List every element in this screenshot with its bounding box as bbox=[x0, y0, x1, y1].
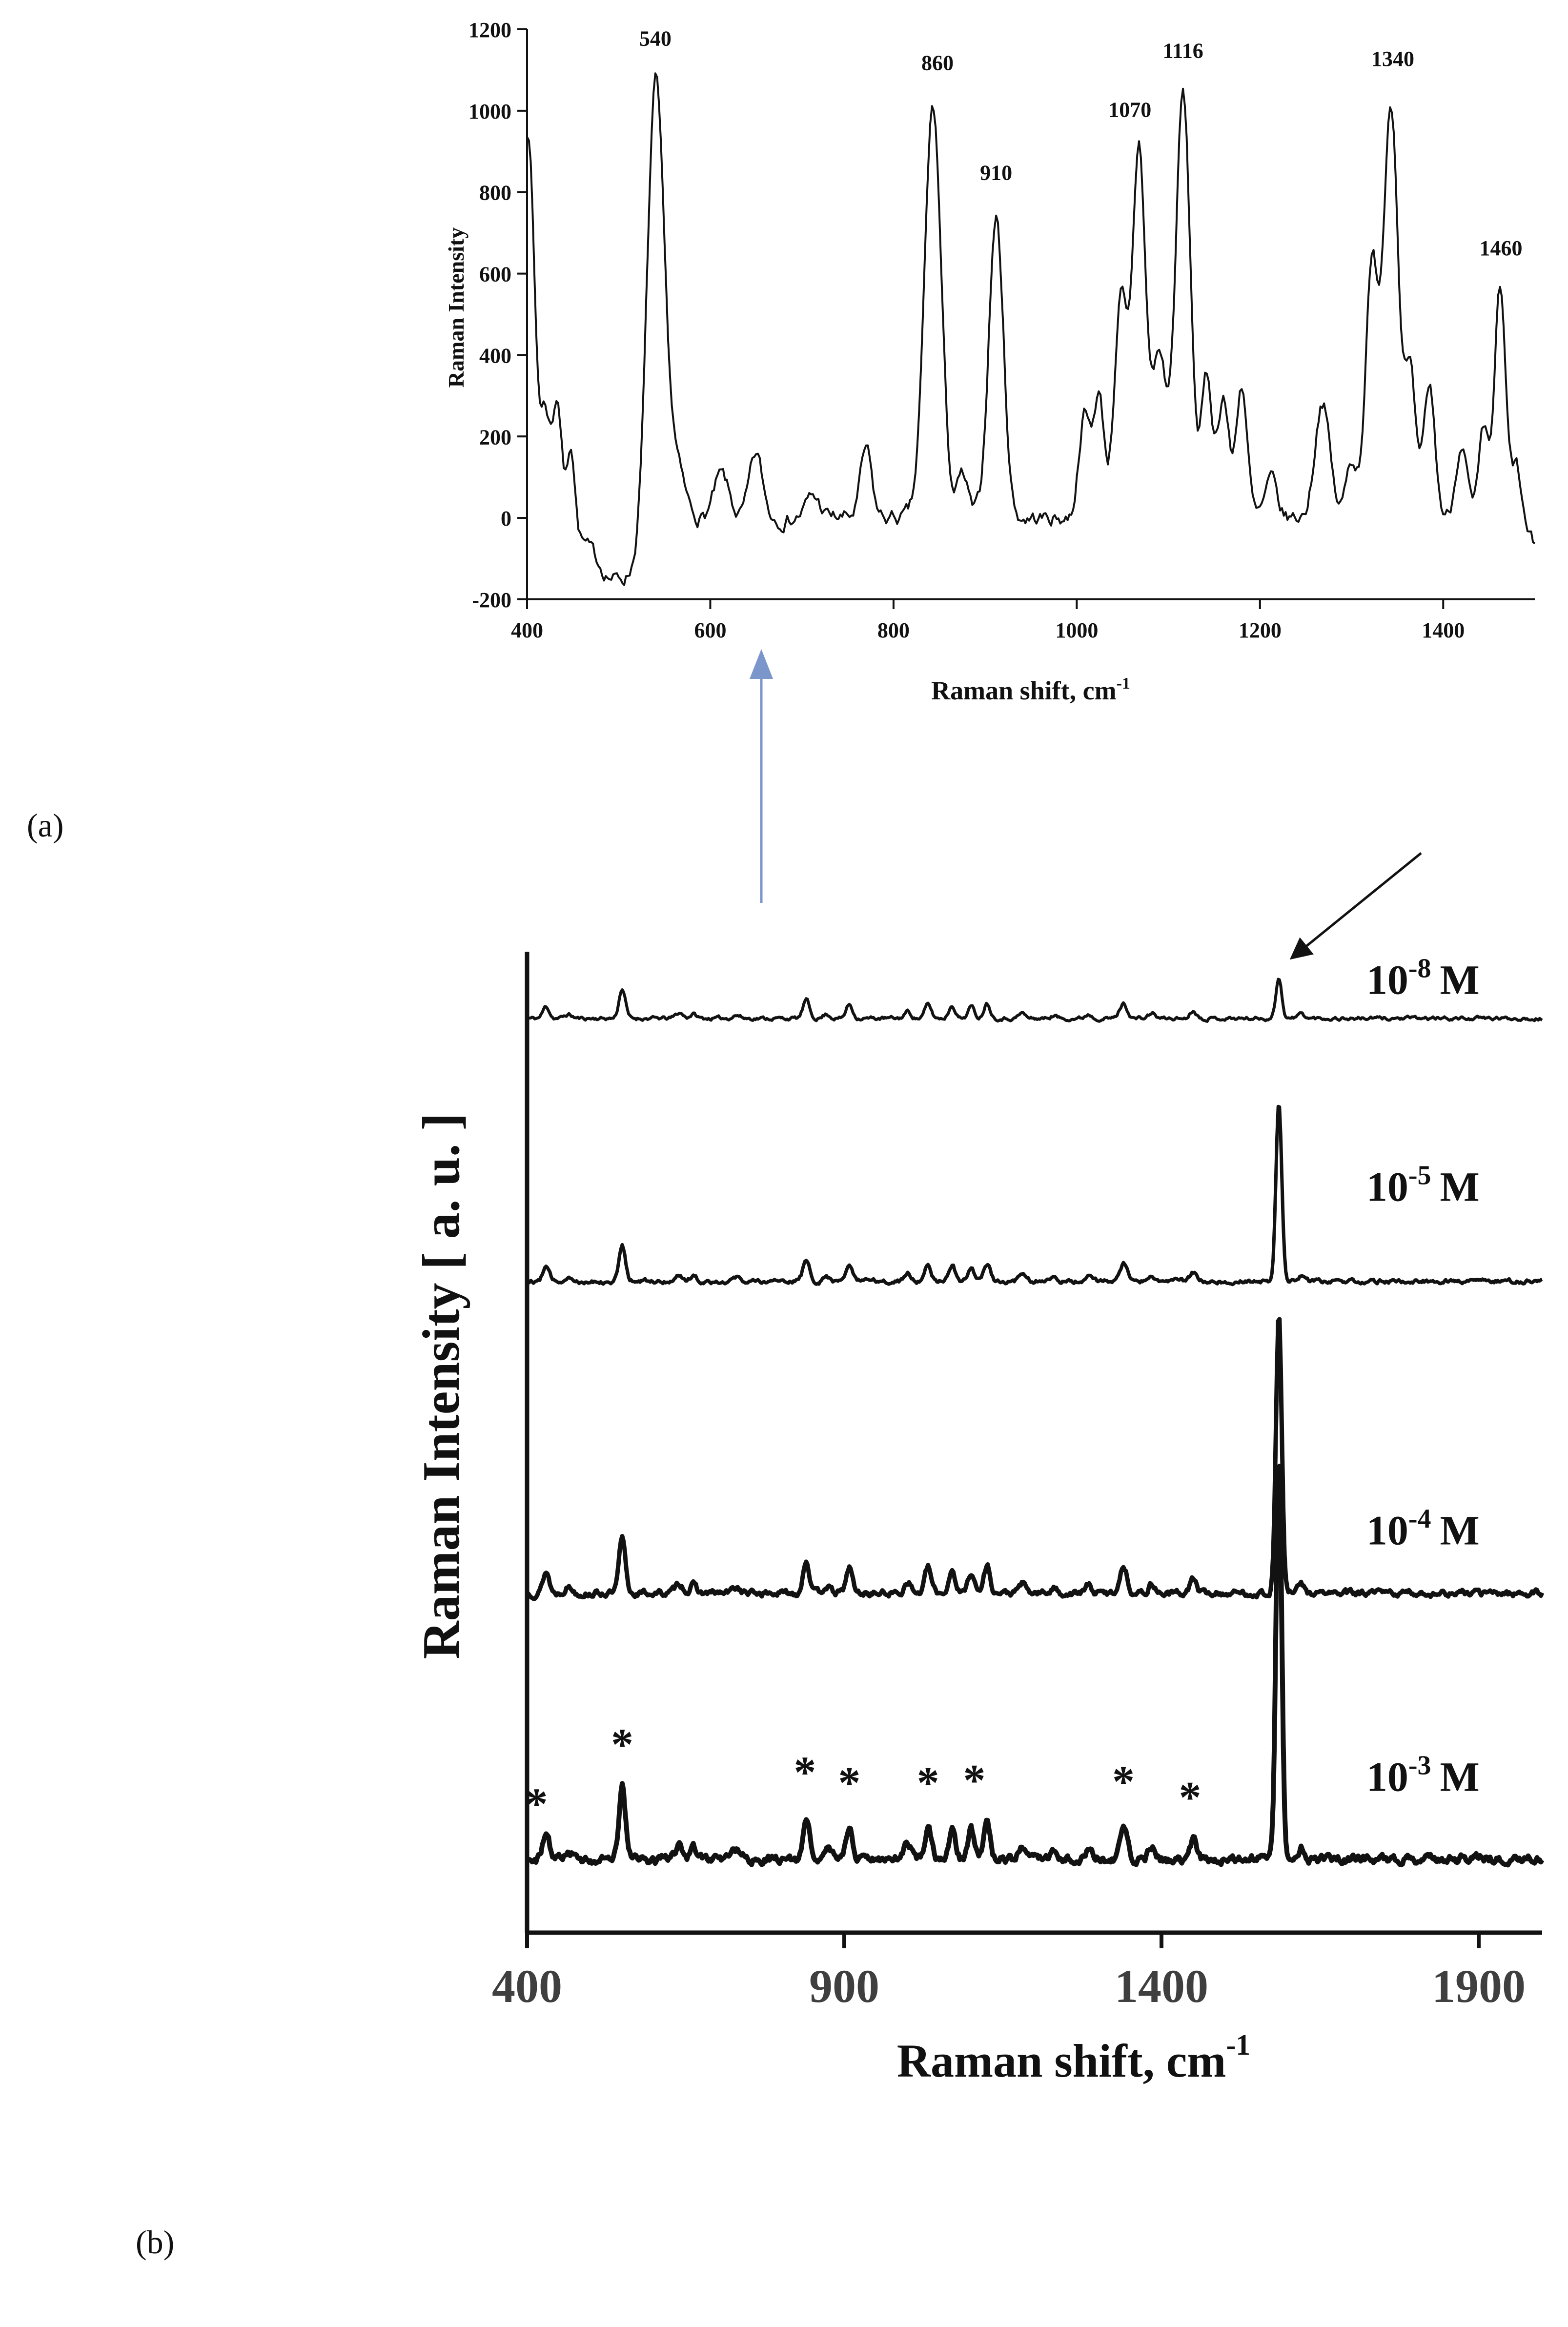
panel-b-x-tick-label: 1900 bbox=[1432, 1960, 1526, 2012]
concentration-label-10e-5-M: 10-5 M bbox=[1366, 1160, 1480, 1210]
panel-a-y-tick-label: 1000 bbox=[468, 100, 511, 123]
concentration-unit: M bbox=[1440, 1507, 1480, 1554]
panel-a-peak-label-1340: 1340 bbox=[1371, 47, 1414, 71]
panel-a-peak-label-1460: 1460 bbox=[1480, 236, 1523, 260]
panel-a-y-tick-label: 0 bbox=[501, 507, 511, 531]
panel-a-chart: Raman Intensity Raman shift, cm-1 400 600… bbox=[444, 18, 1536, 705]
asterisk-marker: * bbox=[794, 1747, 816, 1797]
concentration-unit: M bbox=[1440, 1163, 1480, 1210]
panel-a-x-tick-label: 1000 bbox=[1055, 618, 1098, 642]
concentration-label-10e-8-M: 10-8 M bbox=[1366, 954, 1480, 1003]
panel-a-peak-label-540: 540 bbox=[639, 26, 672, 50]
concentration-unit: M bbox=[1440, 957, 1480, 1003]
concentration-base: 10 bbox=[1366, 1507, 1408, 1554]
concentration-unit: M bbox=[1440, 1753, 1480, 1800]
connector-arrow-head bbox=[750, 649, 773, 679]
asterisk-marker: * bbox=[1179, 1773, 1201, 1822]
panel-b-trace-10e-4-M bbox=[526, 1317, 1545, 1601]
concentration-exponent: -3 bbox=[1408, 1750, 1431, 1780]
concentration-exponent: -4 bbox=[1408, 1504, 1431, 1534]
panel-b-x-tick-label: 1400 bbox=[1115, 1960, 1208, 2012]
panel-a-y-tick-label: 200 bbox=[479, 425, 511, 449]
concentration-base: 10 bbox=[1366, 1753, 1408, 1800]
asterisk-marker: * bbox=[611, 1719, 633, 1769]
panel-a-x-tick-label: 1200 bbox=[1239, 618, 1282, 642]
panel-a-x-tick-label: 800 bbox=[877, 618, 910, 642]
panel-b-x-axis-title-base: Raman shift, cm bbox=[897, 2035, 1226, 2087]
connector-arrow-icon bbox=[750, 649, 773, 903]
panel-b-x-tick-label: 400 bbox=[492, 1960, 562, 2012]
concentration-base: 10 bbox=[1366, 957, 1408, 1003]
concentration-exponent: -5 bbox=[1408, 1160, 1431, 1190]
panel-b-axes: 400 900 1400 1900 bbox=[492, 952, 1542, 2012]
panel-a-x-axis-title-sup: -1 bbox=[1117, 674, 1130, 693]
panel-a-y-tick-label: 600 bbox=[479, 263, 511, 286]
panel-b-x-axis-title-sup: -1 bbox=[1226, 2029, 1250, 2061]
panel-a-y-tick-label: 400 bbox=[479, 344, 511, 367]
panel-b-chart: Raman Intensity [ a. u. ] Raman shift, c… bbox=[412, 852, 1545, 2087]
panel-a-peak-label-1070: 1070 bbox=[1108, 98, 1151, 122]
panel-a-y-tick-label: 1200 bbox=[468, 18, 511, 42]
panel-b-trace-10e-8-M bbox=[527, 978, 1543, 1023]
concentration-label-10e-3-M: 10-3 M bbox=[1366, 1750, 1480, 1800]
panel-a-peak-label-860: 860 bbox=[921, 51, 954, 75]
concentration-base: 10 bbox=[1366, 1163, 1408, 1210]
panel-b-y-axis-title: Raman Intensity [ a. u. ] bbox=[412, 1113, 470, 1659]
asterisk-marker: * bbox=[838, 1758, 860, 1808]
panel-a-spectrum-trace bbox=[526, 72, 1536, 586]
panel-b-x-tick-label: 900 bbox=[809, 1960, 879, 2012]
panel-a-label: (a) bbox=[27, 807, 64, 844]
panel-a-x-tick-label: 1400 bbox=[1422, 618, 1465, 642]
panel-b-x-axis-title: Raman shift, cm-1 bbox=[897, 2029, 1251, 2087]
panel-a-y-tick-label: 800 bbox=[479, 181, 511, 205]
concentration-exponent: -8 bbox=[1408, 954, 1431, 984]
panel-a-y-tick-label: -200 bbox=[472, 588, 511, 612]
asterisk-marker: * bbox=[917, 1758, 939, 1808]
panel-a-y-axis-title: Raman Intensity bbox=[444, 227, 468, 388]
panel-b-trace-10e-5-M bbox=[526, 1104, 1543, 1286]
concentration-label-10e-4-M: 10-4 M bbox=[1366, 1504, 1480, 1554]
asterisk-marker: * bbox=[1112, 1756, 1135, 1806]
annotation-arrow-icon bbox=[1289, 852, 1422, 960]
asterisk-marker: * bbox=[963, 1755, 986, 1805]
panel-a-axes: 400 600 800 1000 1200 1400 -200 0 200 400 600 800 10… bbox=[468, 18, 1535, 642]
asterisk-marker: * bbox=[526, 1779, 548, 1829]
panel-a-peak-label-1116: 1116 bbox=[1163, 39, 1203, 62]
panel-b-trace-10e-3-M bbox=[526, 1464, 1545, 1868]
panel-a-x-tick-label: 400 bbox=[511, 618, 543, 642]
panel-a-peak-label-910: 910 bbox=[980, 161, 1012, 185]
panel-b-label: (b) bbox=[136, 2224, 175, 2261]
panel-a-x-axis-title-base: Raman shift, cm bbox=[931, 676, 1116, 705]
panel-a-x-tick-label: 600 bbox=[694, 618, 726, 642]
panel-a-x-axis-title: Raman shift, cm-1 bbox=[931, 674, 1130, 705]
